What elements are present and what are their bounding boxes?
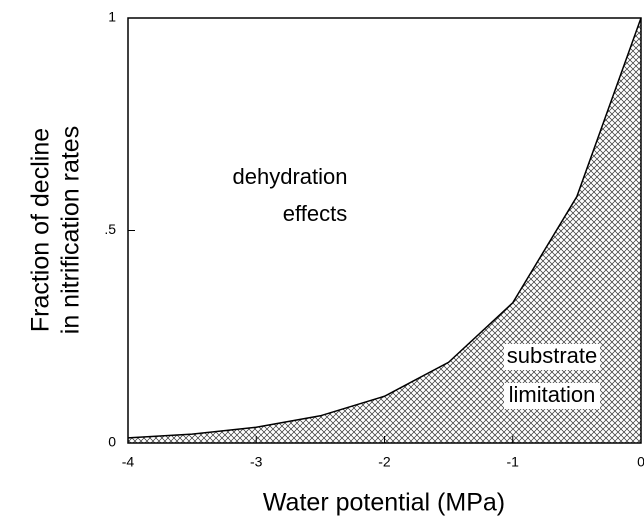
- x-axis-title: Water potential (MPa): [263, 489, 505, 517]
- annotation: limitation: [509, 382, 596, 407]
- curve: [127, 17, 642, 439]
- annotation-bg: [504, 344, 600, 370]
- y-tick-label: 0: [108, 434, 116, 450]
- annotation: effects: [283, 201, 347, 226]
- x-tick-label: -1: [507, 454, 520, 470]
- x-tick-label: -3: [250, 454, 263, 470]
- annotation: dehydration: [233, 164, 348, 189]
- x-tick-label: -4: [122, 454, 135, 470]
- area: [128, 18, 641, 443]
- x-tick-label: -2: [378, 454, 391, 470]
- y-tick-label: .5: [104, 221, 116, 237]
- annotation-bg: [504, 383, 600, 409]
- y-axis-title: Fraction of decline: [27, 128, 55, 332]
- y-axis-title: in nitrification rates: [57, 126, 85, 334]
- y-tick-label: 1: [108, 9, 116, 25]
- annotation: substrate: [507, 343, 598, 368]
- x-tick-label: 0: [637, 454, 644, 470]
